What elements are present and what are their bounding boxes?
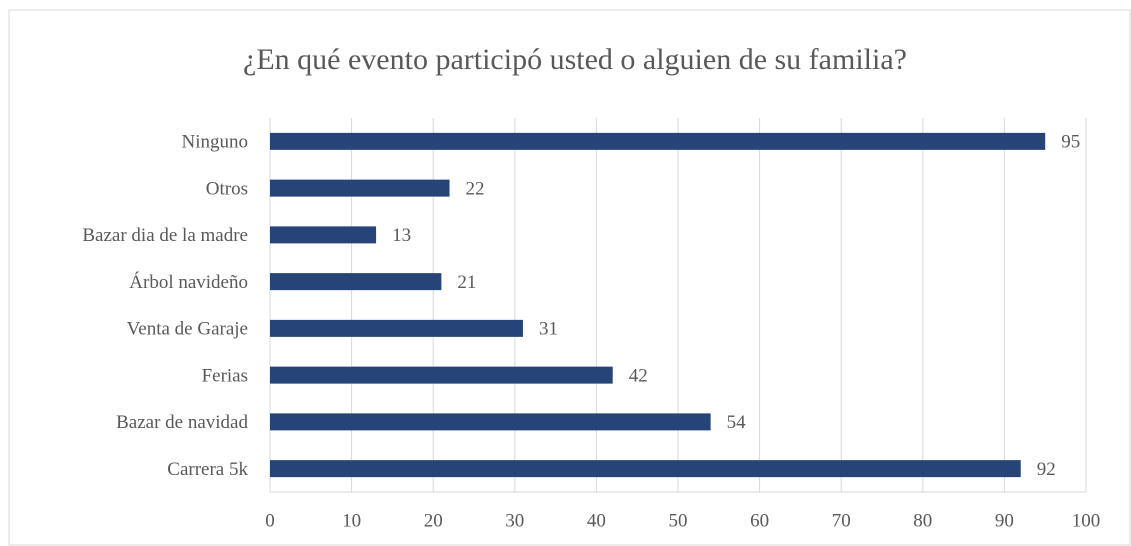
data-label: 95 [1061,132,1080,153]
bar [270,460,1021,478]
data-label: 21 [457,272,476,293]
x-tick-label: 60 [750,510,769,531]
data-label: 22 [466,178,485,199]
data-label: 54 [727,412,747,433]
x-tick-label: 40 [587,510,606,531]
bar [270,366,613,384]
y-tick-label: Otros [206,178,248,199]
bar [270,273,442,291]
bar [270,413,711,431]
y-tick-label: Bazar de navidad [116,412,248,433]
bar [270,319,523,337]
data-label: 13 [392,225,411,246]
x-tick-label: 90 [995,510,1014,531]
chart-border [8,9,1131,546]
x-tick-label: 20 [424,510,443,531]
y-tick-label: Ferias [202,365,248,386]
x-tick-label: 80 [913,510,932,531]
y-tick-label: Ninguno [182,132,249,153]
y-tick-label: Venta de Garaje [127,319,248,340]
y-tick-label: Carrera 5k [167,459,248,480]
y-tick-label: Árbol navideño [129,271,248,293]
x-tick-label: 0 [265,510,275,531]
bar [270,179,450,197]
chart-title: ¿En qué evento participó usted o alguien… [243,43,907,76]
x-tick-label: 30 [505,510,524,531]
bar [270,226,377,244]
x-tick-label: 10 [342,510,361,531]
x-tick-label: 50 [669,510,688,531]
data-label: 92 [1037,459,1056,480]
x-tick-label: 70 [832,510,851,531]
y-tick-label: Bazar dia de la madre [82,225,248,246]
x-tick-label: 100 [1072,510,1101,531]
data-label: 42 [629,365,648,386]
bar [270,132,1046,150]
data-label: 31 [539,319,558,340]
